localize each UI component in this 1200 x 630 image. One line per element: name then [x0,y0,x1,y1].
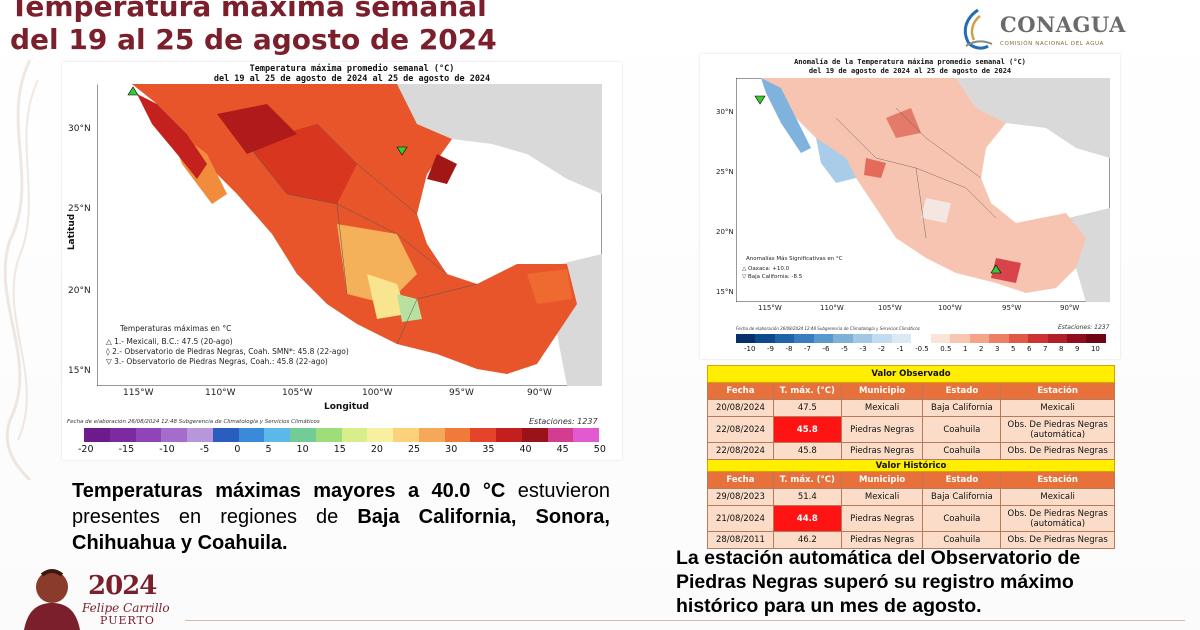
government-brand: 2024 Felipe Carrillo PUERTO [20,563,180,630]
left-map-title: Temperatura máxima promedio semanal (°C)… [122,64,582,84]
header-estacion: Estación [1000,382,1115,400]
left-map-stations: Estaciones: 1237 [529,417,598,426]
conagua-emblem-icon [963,8,993,50]
portrait-icon [24,569,80,630]
right-map-panel: Anomalía de la Temperatura máxima promed… [700,54,1120,359]
hot-cell: 44.8 [772,505,842,532]
table-row: 29/08/2023 51.4 Mexicali Baja California Mex… [707,488,1115,506]
left-lat-tick-25: 25°N [68,204,91,214]
right-caption-line2: Piedras Negras superó su registro máximo [676,571,1074,593]
left-caption-bold3: California, Sonora, Chihuahua y Coahuila… [72,506,610,554]
conagua-name: CONAGUA [1000,12,1126,37]
left-map-footer: Fecha de elaboración 26/08/2024 12:48 Su… [67,419,320,425]
right-map-title-line2: del 19 de agosto de 2024 al 25 de agosto… [808,66,1012,75]
bottom-divider [185,620,1185,621]
right-map-title-line1: Anomalía de la Temperatura máxima promed… [794,58,1026,66]
header-fecha: Fecha [707,382,774,400]
table-row: 22/08/2024 45.8 Piedras Negras Coahuila Obs.… [707,416,1115,443]
right-lat-tick-20: 20°N [716,228,734,236]
header-tmax: T. máx. (°C) [772,382,842,400]
right-map-footer: Fecha de elaboración 26/08/2024 12:48 Su… [736,326,920,331]
right-map-title: Anomalía de la Temperatura máxima promed… [740,58,1080,75]
header-municipio: Municipio [840,382,924,400]
historic-title-row: Valor Histórico [707,459,1115,472]
slide-title: Temperatura máxima semanal del 19 al 25 … [10,0,530,56]
conagua-logo: CONAGUA COMISIÓN NACIONAL DEL AGUA [960,8,1140,56]
right-legend-title: Anomalías Más Significativas en °C [746,256,843,262]
right-lon-tick-115: 115°W [758,304,782,312]
historic-title: Valor Histórico [707,459,1115,472]
brand-place: PUERTO [100,614,155,627]
left-lat-tick-30: 30°N [68,124,91,134]
right-lat-tick-25: 25°N [716,168,734,176]
brand-name: Felipe Carrillo [82,601,170,615]
left-colorbar-labels: -20 -15 -10 -5 0 5 10 15 20 25 30 35 40 45 50 [78,444,606,455]
left-lon-tick-110: 110°W [205,388,236,398]
left-lon-tick-100: 100°W [362,388,393,398]
table-row: 28/08/2011 46.2 Piedras Negras Coahuila Obs.… [707,531,1115,549]
left-legend-item-3: ▽ 3.- Observatorio de Piedras Negras, Co… [106,357,328,366]
left-caption: Temperaturas máximas mayores a 40.0 °C e… [72,478,610,556]
decorative-swirl-icon [3,60,39,480]
left-lon-tick-95: 95°W [449,388,474,398]
right-colorbar-labels: -10 -9 -8 -7 -6 -5 -3 -2 -1 -0.5 0.5 1 2 3 5 6 7 8 9 10 [744,345,1100,353]
table-row: 20/08/2024 47.5 Mexicali Baja California Mex… [707,399,1115,417]
right-legend-item-2: ▽ Baja California: -8.5 [742,274,803,280]
conagua-subtitle: COMISIÓN NACIONAL DEL AGUA [1000,41,1104,47]
left-lon-tick-115: 115°W [123,388,154,398]
left-lon-tick-90: 90°W [527,388,552,398]
left-legend-item-1: △ 1.- Mexicali, B.C.: 47.5 (20-ago) [106,337,233,346]
table-row: 22/08/2024 45.8 Piedras Negras Coahuila Obs.… [707,442,1115,460]
left-colorbar [84,428,599,442]
left-caption-normal: estuvieron presentes en regiones de [72,480,610,528]
left-lon-tick-105: 105°W [282,388,313,398]
slide-title-line1: Temperatura máxima semanal [10,0,487,23]
left-map-title-line1: Temperatura máxima promedio semanal (°C) [249,64,455,74]
left-caption-bold2: Baja [357,506,400,528]
slide-title-line2: del 19 al 25 de agosto de 2024 [10,23,497,56]
right-lat-tick-30: 30°N [716,108,734,116]
right-caption: La estación automática del Observatorio … [676,546,1150,618]
brand-year: 2024 [88,571,157,601]
right-lon-tick-105: 105°W [878,304,902,312]
historic-header-row: Fecha T. máx. (°C) Municipio Estado Esta… [707,471,1115,489]
left-temperature-map [97,84,602,386]
table-row: 21/08/2024 44.8 Piedras Negras Coahuila Obs.… [707,505,1115,532]
right-anomaly-map [736,78,1110,302]
header-estado: Estado [922,382,1002,400]
observed-header-row: Fecha T. máx. (°C) Municipio Estado Esta… [707,382,1115,400]
left-map-xlabel: Longitud [324,402,370,412]
left-caption-bold1: Temperaturas máximas mayores a 40.0 °C [72,480,506,502]
right-lon-tick-100: 100°W [938,304,962,312]
left-map-title-line2: del 19 al 25 de agosto de 2024 al 25 de … [213,74,491,84]
hot-cell: 45.8 [772,416,842,443]
right-colorbar [736,334,1106,343]
right-lon-tick-90: 90°W [1060,304,1080,312]
right-caption-line1: La estación automática del Observatorio … [676,547,1081,569]
right-lon-tick-110: 110°W [820,304,844,312]
left-map-ylabel: Latitud [67,213,78,251]
observed-title: Valor Observado [707,365,1115,383]
left-lat-tick-20: 20°N [68,286,91,296]
left-legend-title: Temperaturas máximas en °C [120,324,232,333]
right-map-stations: Estaciones: 1237 [1058,324,1110,331]
right-legend-item-1: △ Oaxaca: +10.0 [742,266,790,272]
right-caption-line3: histórico para un mes de agosto. [676,595,982,617]
right-lon-tick-95: 95°W [1002,304,1022,312]
records-table: Valor Observado Fecha T. máx. (°C) Munic… [707,365,1115,549]
observed-title-row: Valor Observado [707,365,1115,383]
left-map-panel: Temperatura máxima promedio semanal (°C)… [62,62,622,460]
left-lat-tick-15: 15°N [68,366,91,376]
left-legend-item-2: ◊ 2.- Observatorio de Piedras Negras, Co… [106,347,349,356]
right-lat-tick-15: 15°N [716,288,734,296]
